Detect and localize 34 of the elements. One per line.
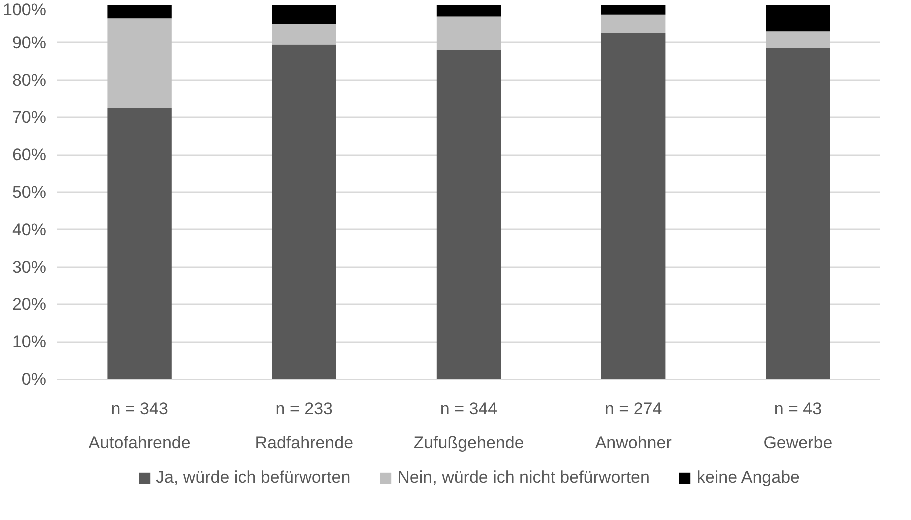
bar bbox=[766, 48, 830, 380]
bar bbox=[766, 32, 830, 49]
bar bbox=[272, 24, 336, 45]
y-tick-label: 100% bbox=[3, 0, 47, 20]
y-tick-label: 60% bbox=[12, 146, 47, 165]
category-label: n = 274 Anwohner bbox=[595, 400, 672, 452]
y-tick-label: 20% bbox=[12, 295, 47, 314]
y-tick-label: 50% bbox=[12, 183, 47, 202]
y-tick-label: 0% bbox=[22, 370, 47, 389]
bar bbox=[436, 16, 502, 50]
y-tick-label: 10% bbox=[12, 332, 47, 352]
bar bbox=[272, 44, 336, 380]
y-tick-label: 30% bbox=[12, 258, 47, 277]
bar bbox=[108, 18, 172, 108]
bar bbox=[436, 50, 502, 380]
legend-label: Nein, würde ich nicht befürworten bbox=[398, 468, 650, 488]
category-label: n = 344 Zufußgehende bbox=[414, 400, 524, 452]
legend-label: Ja, würde ich befürworten bbox=[156, 468, 351, 488]
y-tick-label: 70% bbox=[12, 108, 47, 128]
category-label: n = 43 Gewerbe bbox=[764, 400, 833, 452]
bar bbox=[602, 34, 666, 380]
bar bbox=[602, 6, 666, 15]
y-tick-label: 90% bbox=[12, 33, 47, 52]
bar bbox=[108, 6, 172, 19]
bar bbox=[272, 6, 336, 24]
category-label: n = 343 Autofahrende bbox=[88, 400, 191, 452]
y-tick-label: 80% bbox=[12, 70, 47, 90]
bar bbox=[436, 6, 502, 17]
bar bbox=[766, 6, 830, 32]
y-tick-label: 40% bbox=[12, 220, 47, 240]
legend-label: keine Angabe bbox=[696, 468, 800, 488]
category-label: n = 233 Radfahrende bbox=[255, 400, 354, 452]
bar bbox=[602, 14, 666, 34]
bar bbox=[108, 108, 172, 380]
